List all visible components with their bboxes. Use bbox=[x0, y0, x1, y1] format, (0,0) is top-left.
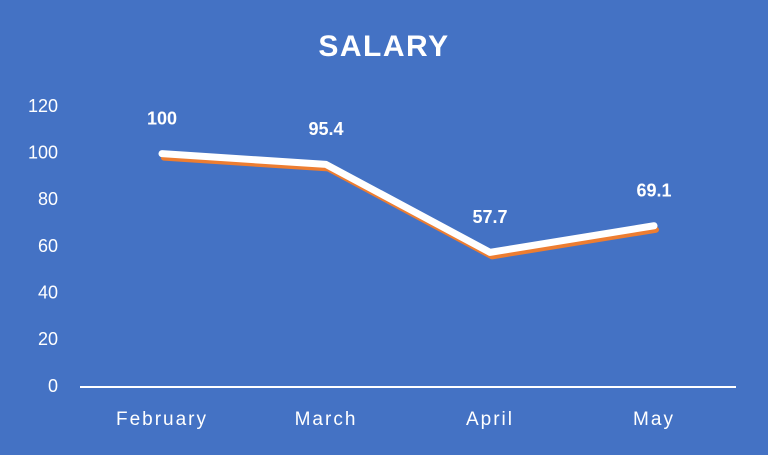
y-tick-label: 20 bbox=[38, 329, 58, 349]
line bbox=[158, 150, 658, 256]
y-tick-label: 60 bbox=[38, 236, 58, 256]
y-tick-label: 40 bbox=[38, 282, 58, 302]
y-tick-label: 80 bbox=[38, 189, 58, 209]
x-tick-label: February bbox=[116, 409, 208, 430]
data-label: 100 bbox=[147, 108, 177, 128]
chart-title: SALARY bbox=[318, 30, 449, 63]
y-tick-label: 100 bbox=[28, 142, 58, 162]
data-label: 69.1 bbox=[636, 181, 671, 201]
y-tick-label: 120 bbox=[28, 96, 58, 116]
data-label: 57.7 bbox=[472, 207, 507, 227]
data-label: 95.4 bbox=[308, 119, 343, 139]
x-tick-label: March bbox=[295, 409, 358, 430]
y-tick-label: 0 bbox=[48, 376, 58, 396]
x-tick-label: April bbox=[466, 409, 514, 430]
x-tick-label: May bbox=[633, 409, 675, 430]
